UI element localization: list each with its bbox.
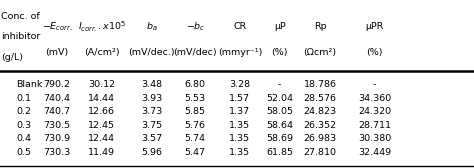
Text: -: -: [373, 80, 376, 89]
Text: 3.48: 3.48: [141, 80, 162, 89]
Text: 3.73: 3.73: [141, 107, 162, 116]
Text: (mV/dec.): (mV/dec.): [128, 48, 175, 57]
Text: 28.711: 28.711: [358, 121, 391, 130]
Text: Conc. of: Conc. of: [1, 12, 40, 21]
Text: 18.786: 18.786: [303, 80, 337, 89]
Text: 5.76: 5.76: [185, 121, 206, 130]
Text: (%): (%): [366, 48, 383, 57]
Text: 5.53: 5.53: [185, 94, 206, 103]
Text: 1.35: 1.35: [229, 134, 250, 143]
Text: $-E_{corr.}$: $-E_{corr.}$: [42, 21, 72, 33]
Text: 790.2: 790.2: [44, 80, 70, 89]
Text: 730.5: 730.5: [43, 121, 71, 130]
Text: $b_a$: $b_a$: [146, 21, 157, 33]
Text: 0.1: 0.1: [17, 94, 32, 103]
Text: (g/L): (g/L): [1, 53, 23, 62]
Text: 58.05: 58.05: [266, 107, 293, 116]
Text: inhibitor: inhibitor: [1, 32, 41, 41]
Text: 730.3: 730.3: [43, 148, 71, 157]
Text: 26.983: 26.983: [303, 134, 337, 143]
Text: μP: μP: [274, 22, 285, 31]
Text: 26.352: 26.352: [303, 121, 337, 130]
Text: (mmyr⁻¹): (mmyr⁻¹): [218, 48, 262, 57]
Text: (Ωcm²): (Ωcm²): [303, 48, 337, 57]
Text: 6.80: 6.80: [185, 80, 206, 89]
Text: 730.9: 730.9: [43, 134, 71, 143]
Text: $I_{corr.}$$.x10^5$: $I_{corr.}$$.x10^5$: [78, 20, 126, 34]
Text: 5.47: 5.47: [185, 148, 206, 157]
Text: 5.85: 5.85: [185, 107, 206, 116]
Text: 58.69: 58.69: [266, 134, 293, 143]
Text: (A/cm²): (A/cm²): [84, 48, 120, 57]
Text: 30.12: 30.12: [88, 80, 116, 89]
Text: (mV/dec): (mV/dec): [173, 48, 217, 57]
Text: 740.7: 740.7: [44, 107, 70, 116]
Text: 27.810: 27.810: [303, 148, 337, 157]
Text: 32.449: 32.449: [358, 148, 391, 157]
Text: 11.49: 11.49: [89, 148, 115, 157]
Text: (mV): (mV): [45, 48, 69, 57]
Text: 14.44: 14.44: [89, 94, 115, 103]
Text: 3.28: 3.28: [229, 80, 250, 89]
Text: (%): (%): [272, 48, 288, 57]
Text: 0.2: 0.2: [17, 107, 32, 116]
Text: 24.823: 24.823: [303, 107, 337, 116]
Text: 1.35: 1.35: [229, 121, 250, 130]
Text: 28.576: 28.576: [303, 94, 337, 103]
Text: 5.96: 5.96: [141, 148, 162, 157]
Text: 12.44: 12.44: [89, 134, 115, 143]
Text: 1.57: 1.57: [229, 94, 250, 103]
Text: 58.64: 58.64: [266, 121, 293, 130]
Text: 3.57: 3.57: [141, 134, 162, 143]
Text: 0.4: 0.4: [17, 134, 32, 143]
Text: μPR: μPR: [365, 22, 383, 31]
Text: 24.320: 24.320: [358, 107, 391, 116]
Text: 61.85: 61.85: [266, 148, 293, 157]
Text: 34.360: 34.360: [358, 94, 391, 103]
Text: 52.04: 52.04: [266, 94, 293, 103]
Text: $-b_c$: $-b_c$: [185, 21, 205, 33]
Text: 5.74: 5.74: [185, 134, 206, 143]
Text: 1.35: 1.35: [229, 148, 250, 157]
Text: 12.45: 12.45: [89, 121, 115, 130]
Text: 3.75: 3.75: [141, 121, 162, 130]
Text: Blank: Blank: [17, 80, 43, 89]
Text: 0.5: 0.5: [17, 148, 32, 157]
Text: 30.380: 30.380: [358, 134, 391, 143]
Text: 1.37: 1.37: [229, 107, 250, 116]
Text: 12.66: 12.66: [89, 107, 115, 116]
Text: 3.93: 3.93: [141, 94, 162, 103]
Text: 740.4: 740.4: [44, 94, 70, 103]
Text: CR: CR: [233, 22, 246, 31]
Text: Rp: Rp: [314, 22, 326, 31]
Text: 0.3: 0.3: [17, 121, 32, 130]
Text: -: -: [278, 80, 282, 89]
